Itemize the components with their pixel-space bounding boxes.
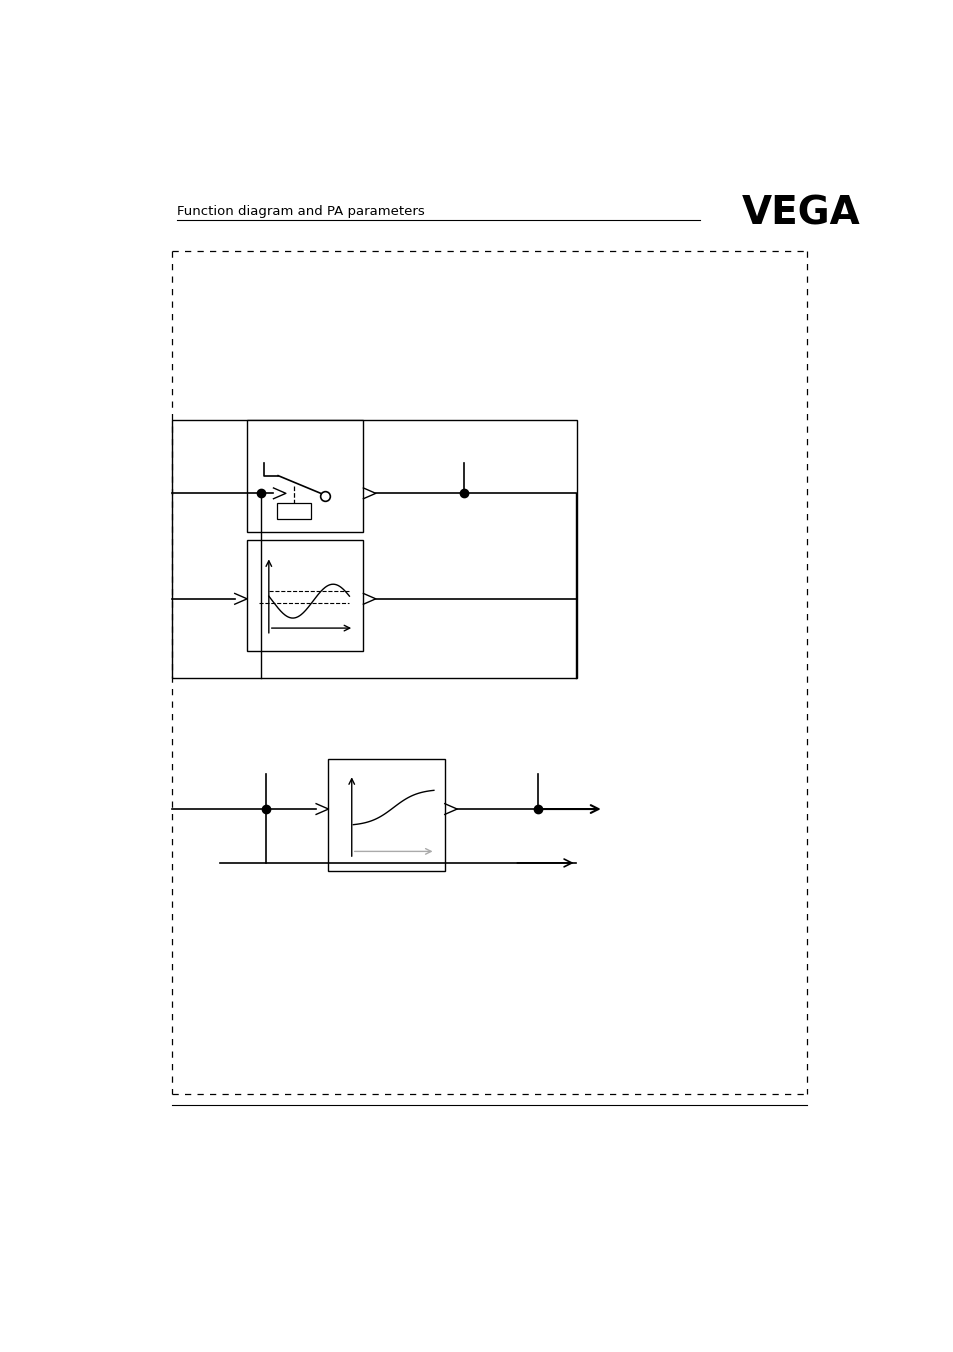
Bar bbox=[276, 503, 311, 519]
Text: VEGA: VEGA bbox=[741, 195, 860, 233]
Bar bbox=[328, 758, 444, 871]
Text: Function diagram and PA parameters: Function diagram and PA parameters bbox=[177, 204, 425, 218]
Bar bbox=[172, 420, 576, 679]
Bar bbox=[247, 420, 363, 531]
Bar bbox=[247, 539, 363, 652]
